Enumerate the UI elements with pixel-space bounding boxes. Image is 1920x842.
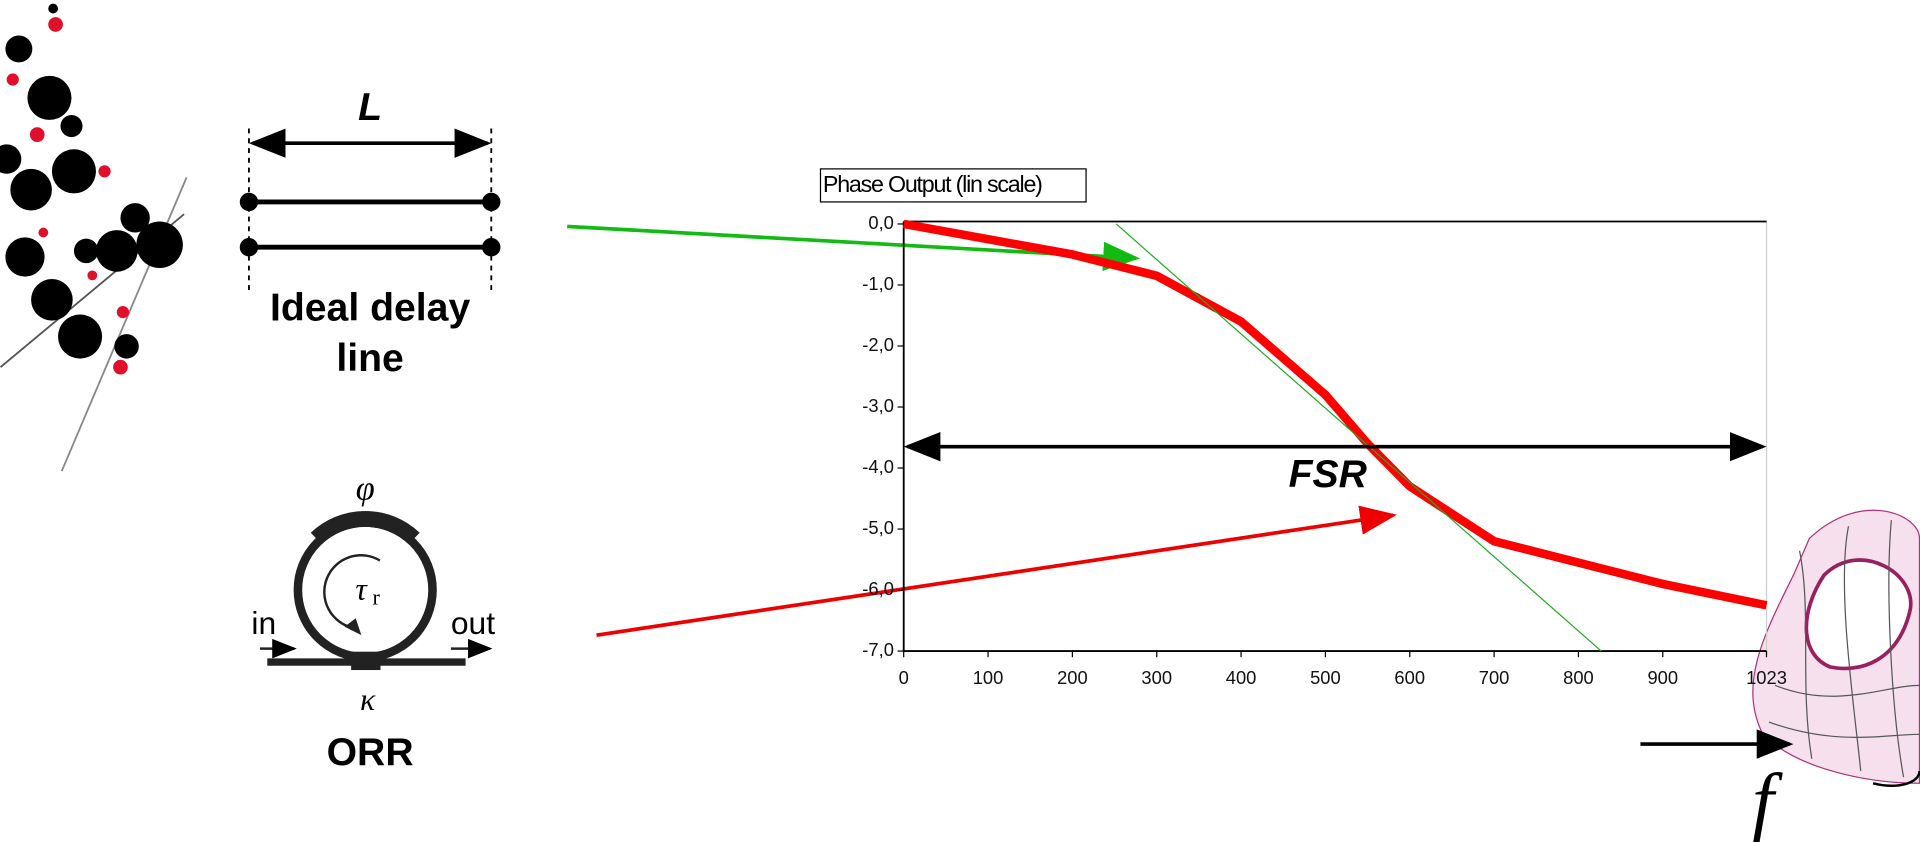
x-tick-label: 400 [1226,667,1257,688]
y-tick-label: 0,0 [868,212,894,233]
phase-label: φ [356,469,375,507]
plot: 0,0 -1,0 -2,0 -3,0 -4,0 -5,0 -6,0 -7,00 100 200 30… [862,212,1787,688]
orr-caption: ORR [327,731,414,774]
x-tick-label: 800 [1563,667,1594,688]
x-tick-label: 500 [1310,667,1341,688]
tangent-line [1116,224,1601,651]
delay-line [240,129,499,294]
page: {"chart_data": {"type": "line", "title":… [0,0,1920,842]
chart-title: Phase Output (lin scale) [823,171,1042,197]
fsr-label: FSR [1289,453,1368,496]
x-tick-label: 1023 [1746,667,1787,688]
output-label: out [451,605,495,641]
y-tick-label: -1,0 [862,273,894,294]
x-tick-label: 300 [1141,667,1172,688]
slide: L Ideal delay line φ τ r in out κ ORR f … [0,0,1920,842]
y-tick-label: -7,0 [862,639,894,660]
plot-frame [904,222,1767,652]
y-tick-label: -3,0 [862,395,894,416]
coupling-label: κ [360,682,376,717]
x-tick-label: 900 [1647,667,1678,688]
x-tick-label: 0 [899,667,909,688]
connector-arrow [597,515,1394,635]
x-tick-label: 200 [1057,667,1088,688]
round-trip-sub: r [373,585,381,610]
y-tick-label: -4,0 [862,456,894,477]
input-label: in [251,605,276,641]
x-tick-label: 700 [1479,667,1510,688]
bubble-decoration [0,4,187,472]
delay-caption: line [336,337,403,380]
y-tick-label: -5,0 [862,517,894,538]
frequency-label: f [1752,757,1783,842]
data-line [904,224,1767,605]
x-tick-label: 100 [973,667,1004,688]
round-trip-label: τ [355,572,368,607]
y-tick-label: -2,0 [862,334,894,355]
x-tick-label: 600 [1394,667,1425,688]
length-label: L [358,86,382,129]
y-tick-label: -6,0 [862,578,894,599]
delay-caption: Ideal delay [270,287,470,330]
